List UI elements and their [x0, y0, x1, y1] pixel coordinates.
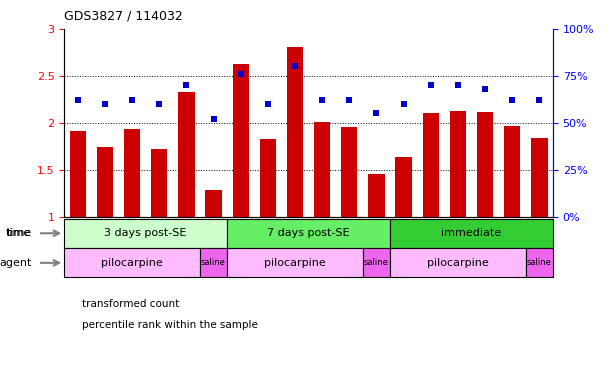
Point [426, 82, 436, 88]
Bar [390, 219, 553, 248]
Point [73, 97, 82, 103]
Text: pilocarpine: pilocarpine [427, 258, 489, 268]
Bar [526, 248, 553, 277]
Bar [205, 190, 222, 217]
Bar [124, 129, 140, 217]
Point [535, 97, 544, 103]
Text: agent: agent [0, 258, 32, 268]
Bar [178, 92, 194, 217]
Bar [287, 47, 303, 217]
Bar [395, 157, 412, 217]
Point [100, 101, 110, 107]
Bar [341, 127, 357, 217]
Bar [64, 219, 227, 248]
Bar [260, 139, 276, 217]
Bar [97, 147, 113, 217]
Bar [450, 111, 466, 217]
Text: saline: saline [201, 258, 226, 267]
Point [480, 86, 490, 92]
Bar [477, 112, 493, 217]
Bar [151, 149, 167, 217]
Point [155, 101, 164, 107]
Bar [227, 248, 363, 277]
Text: 3 days post-SE: 3 days post-SE [104, 228, 187, 238]
Bar [70, 131, 86, 217]
Bar [504, 126, 521, 217]
Text: time: time [6, 228, 31, 238]
Bar [64, 248, 200, 277]
Point [453, 82, 463, 88]
Point [345, 97, 354, 103]
Text: saline: saline [527, 258, 552, 267]
Text: GDS3827 / 114032: GDS3827 / 114032 [64, 10, 183, 23]
Text: saline: saline [364, 258, 389, 267]
Text: transformed count: transformed count [82, 299, 180, 309]
Point [236, 71, 246, 77]
Text: pilocarpine: pilocarpine [101, 258, 163, 268]
Point [208, 116, 218, 122]
Point [317, 97, 327, 103]
Point [399, 101, 409, 107]
Bar [531, 138, 547, 217]
Bar [233, 64, 249, 217]
Bar [227, 219, 390, 248]
Text: immediate: immediate [441, 228, 502, 238]
Bar [368, 174, 384, 217]
Point [290, 63, 300, 70]
Text: percentile rank within the sample: percentile rank within the sample [82, 320, 258, 330]
Point [263, 101, 273, 107]
Point [181, 82, 191, 88]
Text: pilocarpine: pilocarpine [264, 258, 326, 268]
Bar [423, 114, 439, 217]
Point [507, 97, 517, 103]
Bar [363, 248, 390, 277]
Text: 7 days post-SE: 7 days post-SE [267, 228, 350, 238]
Bar [390, 248, 526, 277]
Text: time: time [7, 228, 32, 238]
Bar [314, 122, 331, 217]
Bar [200, 248, 227, 277]
Point [127, 97, 137, 103]
Point [371, 111, 381, 117]
